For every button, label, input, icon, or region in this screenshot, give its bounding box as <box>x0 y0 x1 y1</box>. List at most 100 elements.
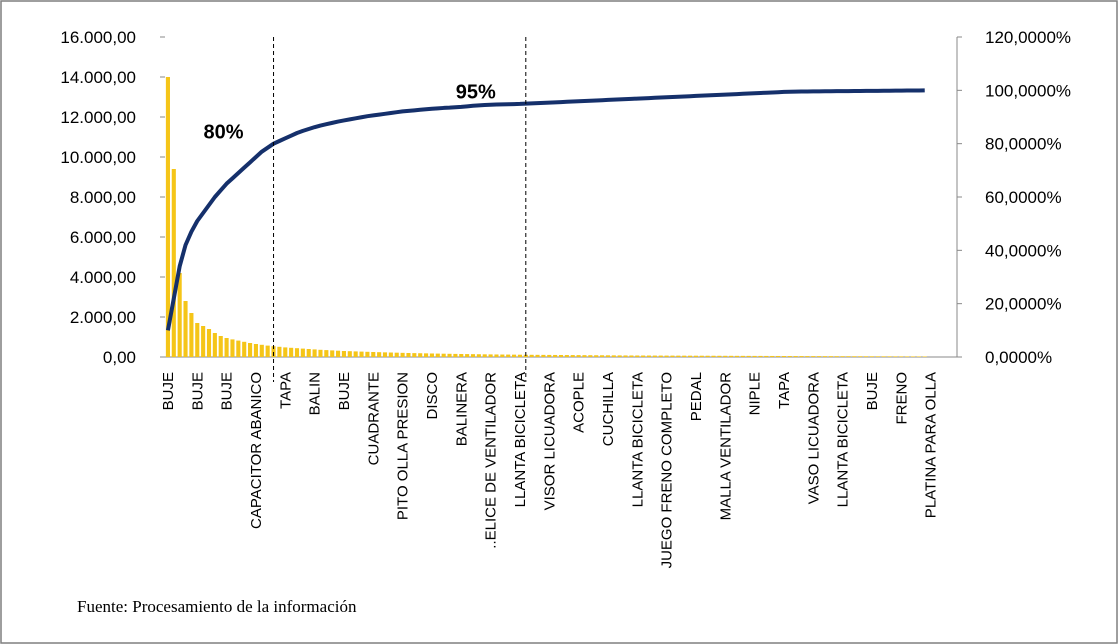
bar <box>177 273 182 357</box>
x-tick-label: BUJE <box>189 372 206 410</box>
bar <box>834 356 839 357</box>
x-tick-label: VASO LICUADORA <box>805 372 822 504</box>
bar <box>693 355 698 357</box>
bar <box>881 356 886 357</box>
bar <box>594 355 599 357</box>
bar <box>817 356 822 357</box>
bar <box>318 349 323 357</box>
bar <box>400 352 405 357</box>
bar <box>605 355 610 357</box>
bar <box>793 356 798 357</box>
bar <box>600 355 605 357</box>
bar <box>300 348 305 357</box>
bar <box>230 339 235 357</box>
bar <box>646 355 652 357</box>
bar <box>324 350 329 357</box>
x-tick-label: PEDAL <box>688 372 705 421</box>
y-tick-label: 2.000,00 <box>70 308 136 327</box>
bar <box>547 354 552 357</box>
x-tick-label: CUADRANTE <box>365 372 382 465</box>
bar <box>922 356 927 357</box>
bar <box>682 355 687 357</box>
bar <box>717 355 722 357</box>
x-tick-label: MALLA VENTILADOR <box>717 372 734 521</box>
bar <box>553 354 558 357</box>
bar <box>840 356 845 357</box>
bar <box>277 346 282 357</box>
bar <box>236 340 241 357</box>
bar <box>887 356 892 357</box>
bar <box>740 355 745 357</box>
bar <box>488 354 493 357</box>
x-tick-label: BUJE <box>160 372 177 410</box>
bar <box>253 344 258 357</box>
bar <box>470 354 476 357</box>
x-tick-label: BUJE <box>864 372 881 410</box>
bar <box>330 350 335 357</box>
bar <box>494 354 499 357</box>
bar <box>201 326 206 357</box>
bar <box>611 355 616 357</box>
y-tick-label: 10.000,00 <box>60 148 136 167</box>
bar <box>382 352 388 357</box>
y2-tick-label: 0,0000% <box>985 348 1052 367</box>
bar <box>869 356 874 357</box>
y-tick-label: 12.000,00 <box>60 108 136 127</box>
bar <box>289 347 294 357</box>
bar <box>576 355 581 357</box>
x-tick-label: LLANTA BICICLETA <box>629 372 646 507</box>
y2-tick-label: 100,0000% <box>985 81 1071 100</box>
bar <box>218 336 223 357</box>
y2-tick-label: 20,0000% <box>985 295 1062 314</box>
bar <box>441 353 446 357</box>
y-tick-label: 8.000,00 <box>70 188 136 207</box>
bar <box>465 354 470 357</box>
bar <box>570 355 575 357</box>
bar <box>734 355 740 357</box>
bar <box>459 354 464 357</box>
y2-tick-label: 120,0000% <box>985 28 1071 47</box>
bar <box>165 77 170 357</box>
bar <box>623 355 628 357</box>
x-tick-label: DISCO <box>424 372 441 420</box>
bar <box>394 352 399 357</box>
bar <box>541 354 546 357</box>
bar <box>195 323 200 357</box>
bar <box>453 353 458 357</box>
bar <box>388 352 393 357</box>
y2-tick-label: 60,0000% <box>985 188 1062 207</box>
x-tick-label: ..ELICE DE VENTILADOR <box>483 372 500 549</box>
bar <box>517 354 522 357</box>
y-tick-label: 0,00 <box>103 348 136 367</box>
x-tick-label: CUCHILLA <box>600 372 617 446</box>
bar <box>242 341 247 357</box>
threshold-label: 95% <box>456 82 496 104</box>
bar <box>259 344 264 357</box>
bar <box>265 345 270 357</box>
bar <box>347 351 352 357</box>
bar <box>846 356 851 357</box>
bar <box>412 353 417 357</box>
bar <box>447 353 452 357</box>
x-tick-label: BUJE <box>219 372 236 410</box>
bar <box>811 356 816 357</box>
bar <box>206 329 212 357</box>
bar <box>758 355 763 357</box>
bar <box>828 356 833 357</box>
x-tick-label: JUEGO FRENO COMPLETO <box>659 372 676 568</box>
bar <box>418 353 423 357</box>
source-note: Fuente: Procesamiento de la información <box>77 597 357 616</box>
bar <box>893 356 898 357</box>
bar <box>365 351 370 357</box>
y-tick-label: 4.000,00 <box>70 268 136 287</box>
bar <box>916 356 921 357</box>
x-tick-label: BUJE <box>336 372 353 410</box>
bar <box>353 351 358 357</box>
bar <box>371 352 376 357</box>
bar <box>658 355 663 357</box>
x-tick-label: PITO OLLA PRESION <box>395 372 412 520</box>
bar <box>189 313 194 357</box>
x-tick-label: NIPLE <box>747 372 764 415</box>
bar <box>617 355 622 357</box>
